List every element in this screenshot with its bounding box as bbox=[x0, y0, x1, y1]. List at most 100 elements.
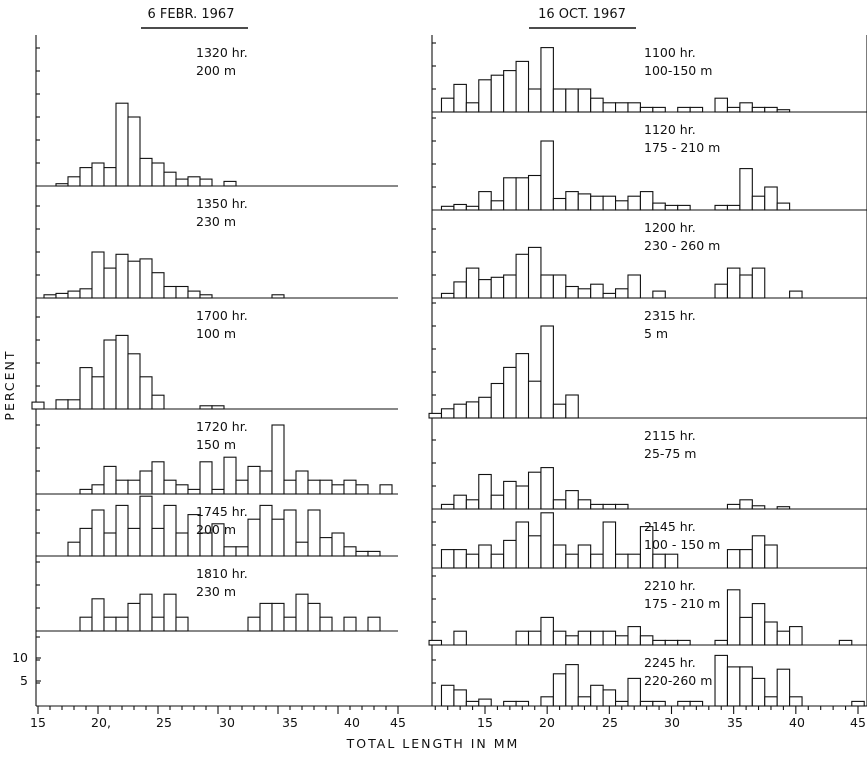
histogram-bar bbox=[127, 479, 141, 495]
histogram-bar bbox=[552, 88, 567, 113]
histogram-bar bbox=[79, 527, 93, 557]
histogram-bar bbox=[714, 97, 728, 113]
panel-label-time: 1745 hr. bbox=[196, 504, 248, 519]
histogram-bar bbox=[527, 630, 542, 646]
right-x-tick-45: 45 bbox=[850, 715, 866, 730]
histogram-bar bbox=[739, 499, 753, 510]
histogram-bar bbox=[355, 484, 369, 495]
histogram-bar bbox=[639, 635, 654, 646]
histogram-bar bbox=[139, 470, 153, 495]
histogram-bar bbox=[319, 616, 333, 632]
histogram-bar bbox=[851, 700, 865, 707]
histogram-bar bbox=[91, 376, 105, 410]
histogram-bar bbox=[577, 88, 592, 113]
histogram-bar bbox=[590, 97, 604, 113]
histogram-bar bbox=[283, 509, 297, 557]
histogram-bar bbox=[590, 503, 604, 510]
histogram-bar bbox=[295, 593, 309, 632]
histogram-bar bbox=[565, 88, 579, 113]
histogram-bar bbox=[726, 549, 741, 569]
histogram-bar bbox=[43, 294, 57, 299]
histogram-bar bbox=[271, 294, 285, 299]
histogram-bar bbox=[199, 461, 213, 495]
histogram-bar bbox=[614, 700, 629, 707]
right-x-tick-30: 30 bbox=[664, 715, 680, 730]
histogram-bar bbox=[527, 88, 542, 113]
histogram-bar bbox=[577, 499, 592, 510]
histogram-bar bbox=[652, 700, 666, 707]
histogram-bar bbox=[271, 518, 285, 557]
histogram-bar bbox=[440, 292, 455, 299]
histogram-bar bbox=[789, 626, 803, 646]
histogram-bar bbox=[307, 509, 321, 557]
histogram-bar bbox=[515, 485, 530, 510]
histogram-bar bbox=[677, 639, 691, 646]
histogram-bar bbox=[503, 480, 517, 510]
histogram-bar bbox=[764, 544, 778, 569]
histogram-bar bbox=[789, 696, 803, 707]
right-4-histogram: 2315 hr. 5 m bbox=[428, 308, 867, 419]
histogram-bar bbox=[91, 162, 105, 187]
histogram-bar bbox=[367, 616, 381, 632]
histogram-bar bbox=[440, 503, 455, 510]
histogram-bar bbox=[295, 470, 309, 495]
histogram-bar bbox=[652, 106, 666, 113]
histogram-bar bbox=[211, 488, 225, 495]
y-axis-title: PERCENT bbox=[2, 349, 17, 420]
histogram-bar bbox=[478, 279, 492, 299]
histogram-bar bbox=[503, 366, 517, 419]
left-1-histogram: 1320 hr. 200 m bbox=[36, 45, 398, 187]
histogram-bar bbox=[163, 171, 177, 187]
histogram-bar bbox=[103, 465, 117, 495]
histogram-bar bbox=[751, 195, 766, 211]
histogram-bar bbox=[440, 205, 455, 211]
histogram-bar bbox=[440, 549, 455, 569]
histogram-bar bbox=[127, 527, 141, 557]
left-x-tick-15: 15 bbox=[30, 715, 46, 730]
histogram-bar bbox=[235, 479, 249, 495]
histogram-bar bbox=[614, 288, 629, 299]
x-axis-title: TOTAL LENGTH IN MM bbox=[346, 736, 520, 751]
histogram-bar bbox=[478, 79, 492, 113]
histogram-bar bbox=[103, 339, 117, 410]
histogram-bar bbox=[151, 394, 165, 410]
histogram-bar bbox=[199, 178, 213, 187]
histogram-bar bbox=[552, 544, 567, 569]
histogram-bar bbox=[776, 506, 791, 510]
histogram-bar bbox=[490, 74, 505, 113]
left-x-tick-45: 45 bbox=[390, 715, 406, 730]
histogram-bar bbox=[590, 684, 604, 707]
right-1-histogram: 1100 hr. 100-150 m bbox=[432, 45, 867, 113]
histogram-bar bbox=[331, 532, 345, 557]
histogram-bar bbox=[577, 544, 592, 569]
histogram-bar bbox=[478, 544, 492, 569]
histogram-bar bbox=[465, 205, 480, 211]
histogram-bar bbox=[490, 276, 505, 299]
histogram-bar bbox=[163, 479, 177, 495]
right-5-histogram: 2115 hr. 25-75 m bbox=[432, 428, 867, 510]
panel-label-time: 1100 hr. bbox=[644, 45, 696, 60]
histogram-bar bbox=[440, 97, 455, 113]
histogram-bar bbox=[355, 550, 369, 557]
histogram-bar bbox=[163, 504, 177, 557]
histogram-bar bbox=[465, 499, 480, 510]
histogram-bar bbox=[639, 526, 654, 569]
y-tick-label-10: 10 bbox=[12, 650, 28, 665]
histogram-bar bbox=[465, 700, 480, 707]
histogram-bar bbox=[714, 639, 728, 646]
histogram-bar bbox=[739, 666, 753, 707]
histogram-bar bbox=[151, 461, 165, 495]
panel-label-depth: 5 m bbox=[644, 326, 668, 341]
histogram-bar bbox=[115, 334, 129, 410]
histogram-bar bbox=[490, 382, 505, 419]
panel-label-time: 1700 hr. bbox=[196, 308, 248, 323]
histogram-bar bbox=[540, 512, 554, 569]
left-x-tick-20: 20, bbox=[91, 715, 111, 730]
histogram-bar bbox=[739, 102, 753, 113]
histogram-bar bbox=[187, 176, 201, 187]
histogram-bar bbox=[677, 204, 691, 211]
histogram-bar bbox=[91, 509, 105, 557]
histogram-bar bbox=[590, 195, 604, 211]
histogram-bar bbox=[478, 698, 492, 707]
histogram-bar bbox=[751, 106, 766, 113]
